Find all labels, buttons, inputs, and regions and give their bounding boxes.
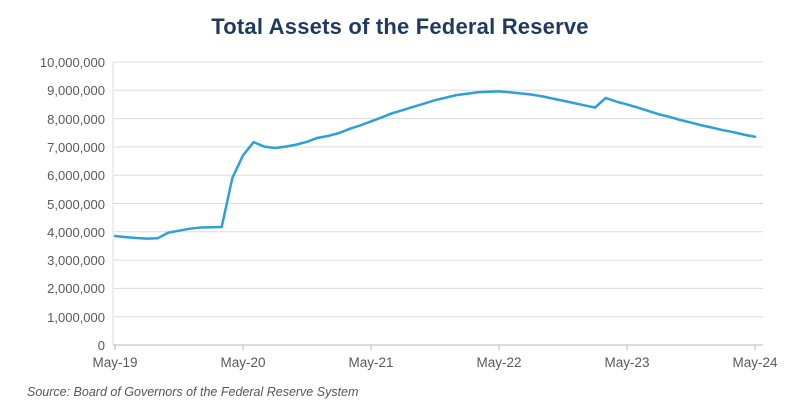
y-axis-label: 4,000,000 bbox=[47, 224, 105, 240]
x-axis-label: May-20 bbox=[220, 355, 266, 370]
y-axis-label: 10,000,000 bbox=[39, 55, 105, 70]
total-assets-series-line bbox=[113, 90, 757, 240]
y-axis-label: 0 bbox=[97, 338, 105, 353]
y-axis-label: 6,000,000 bbox=[47, 168, 105, 184]
y-axis-label: 1,000,000 bbox=[47, 309, 105, 325]
x-axis-label: May-19 bbox=[92, 355, 138, 370]
x-axis-label: May-24 bbox=[732, 355, 778, 370]
y-axis-label: 2,000,000 bbox=[47, 281, 105, 297]
y-axis-label: 8,000,000 bbox=[47, 111, 105, 127]
x-axis-label: May-22 bbox=[476, 355, 522, 370]
x-axis-label: May-21 bbox=[348, 355, 394, 370]
y-axis-label: 5,000,000 bbox=[47, 196, 105, 212]
y-axis-label: 3,000,000 bbox=[47, 253, 105, 269]
source-note: Source: Board of Governors of the Federa… bbox=[27, 385, 359, 399]
chart-title: Total Assets of the Federal Reserve bbox=[211, 14, 589, 39]
x-axis-label: May-23 bbox=[604, 355, 650, 370]
y-axis-label: 9,000,000 bbox=[47, 83, 105, 99]
y-axis-label: 7,000,000 bbox=[47, 139, 105, 155]
